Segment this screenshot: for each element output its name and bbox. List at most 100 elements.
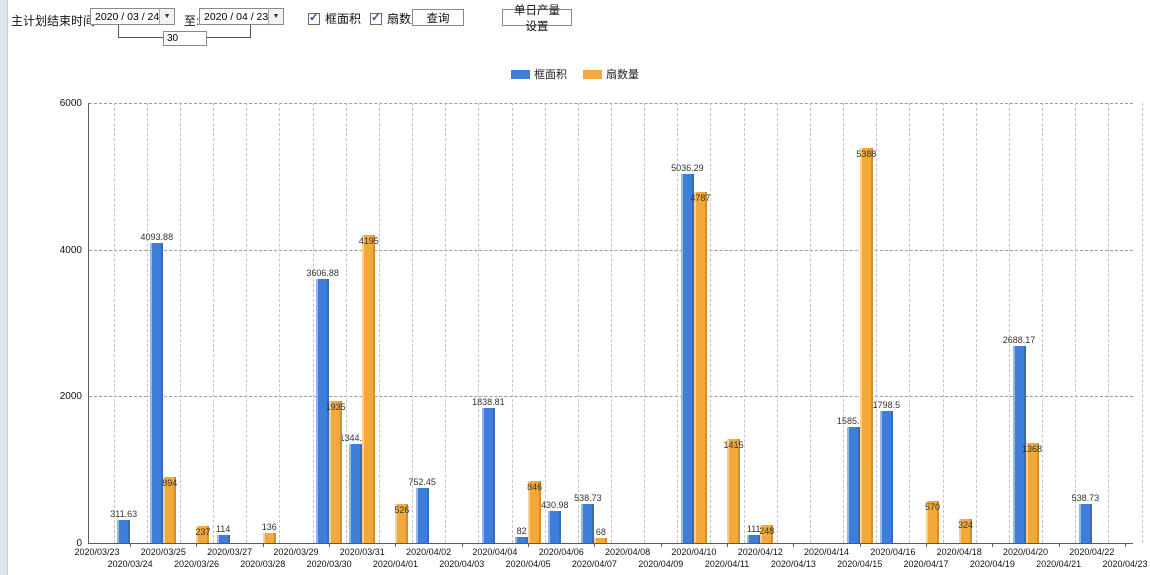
checkmark-icon: ✓ bbox=[371, 9, 382, 24]
bar-value-label: 1585.96 bbox=[836, 415, 870, 426]
bar-扇数量 bbox=[1025, 442, 1039, 543]
bar-value-label: 136 bbox=[261, 522, 277, 533]
grid-line-vertical bbox=[743, 103, 745, 543]
bar-扇数量 bbox=[727, 439, 741, 543]
bar-扇数量 bbox=[959, 519, 973, 543]
bar-value-label: 1798.5 bbox=[872, 400, 901, 411]
bar-value-label: 538.73 bbox=[574, 492, 602, 503]
bar-value-label: 111 bbox=[746, 523, 761, 534]
bar-value-label: 4195 bbox=[358, 236, 379, 247]
x-axis-tick-label: 2020/03/31 bbox=[339, 547, 385, 557]
bar-框面积 bbox=[481, 408, 495, 543]
bar-value-label: 1838.81 bbox=[472, 397, 505, 408]
grid-line-vertical bbox=[876, 103, 878, 543]
bar-value-label: 752.45 bbox=[408, 476, 436, 487]
x-axis-tick-label: 2020/04/21 bbox=[1036, 559, 1082, 569]
end-date-select[interactable]: 2020 / 04 / 23 ▼ bbox=[199, 8, 284, 25]
checkbox-box[interactable]: ✓ bbox=[308, 10, 320, 25]
x-axis-tick-label: 2020/04/12 bbox=[737, 547, 783, 557]
grid-line-vertical bbox=[644, 103, 646, 543]
x-axis-tick bbox=[594, 543, 596, 547]
bar-框面积 bbox=[548, 511, 562, 543]
bar-扇数量 bbox=[760, 524, 774, 543]
x-axis-tick bbox=[660, 543, 662, 547]
x-axis-tick-label: 2020/04/16 bbox=[870, 547, 916, 557]
chevron-down-icon[interactable]: ▼ bbox=[268, 9, 283, 24]
grid-line-vertical bbox=[710, 103, 712, 543]
bar-value-label: 430.98 bbox=[540, 500, 569, 511]
x-axis-tick-label: 2020/04/14 bbox=[804, 547, 850, 557]
grid-line-vertical bbox=[809, 103, 811, 543]
bar-value-label: 894 bbox=[162, 478, 178, 489]
end-date-value: 2020 / 04 / 23 bbox=[204, 10, 269, 23]
start-date-select[interactable]: 2020 / 03 / 24 ▼ bbox=[90, 8, 175, 25]
x-axis-tick-label: 2020/04/23 bbox=[1102, 559, 1148, 569]
x-axis-tick-label: 2020/04/09 bbox=[638, 559, 684, 569]
bar-value-label: 68 bbox=[595, 527, 606, 538]
x-axis-tick-label: 2020/04/04 bbox=[472, 547, 518, 557]
grid-line-vertical bbox=[113, 103, 115, 543]
checkbox-box[interactable]: ✓ bbox=[370, 9, 382, 25]
chart-legend: 框面积 扇数量 bbox=[0, 66, 1150, 82]
bar-value-label: 538.73 bbox=[1071, 492, 1100, 503]
bar-扇数量 bbox=[262, 533, 276, 543]
x-axis-tick-label: 2020/04/08 bbox=[605, 547, 651, 557]
x-axis-tick bbox=[461, 543, 463, 547]
grid-line-vertical bbox=[445, 103, 447, 543]
bar-value-label: 1344.95 bbox=[339, 433, 373, 444]
legend-item-fan-count: 扇数量 bbox=[583, 66, 639, 82]
bar-value-label: 1935 bbox=[325, 402, 346, 413]
bar-框面积 bbox=[515, 537, 529, 543]
x-axis-tick-label: 2020/03/29 bbox=[273, 547, 319, 557]
bar-value-label: 248 bbox=[759, 525, 775, 536]
bar-框面积 bbox=[846, 426, 860, 543]
bar-value-label: 1415 bbox=[723, 440, 744, 451]
grid-line-vertical bbox=[246, 103, 248, 543]
bar-扇数量 bbox=[395, 504, 409, 543]
bar-框面积 bbox=[747, 534, 761, 543]
x-axis-tick bbox=[395, 543, 397, 547]
y-axis-tick-label: 2000 bbox=[59, 391, 82, 403]
grid-line-vertical bbox=[412, 103, 414, 543]
grid-line-vertical bbox=[776, 103, 778, 543]
x-axis-tick-label: 2020/04/15 bbox=[837, 559, 883, 569]
bar-扇数量 bbox=[528, 480, 542, 543]
daily-output-settings-button[interactable]: 单日产量设置 bbox=[502, 5, 572, 33]
bar-框面积 bbox=[680, 173, 694, 543]
grid-line-vertical bbox=[843, 103, 845, 543]
grid-line-vertical bbox=[677, 103, 679, 543]
x-axis-tick-label: 2020/03/28 bbox=[240, 559, 286, 569]
x-axis-tick-label: 2020/04/19 bbox=[969, 559, 1015, 569]
x-axis-tick bbox=[528, 543, 530, 547]
bar-扇数量 bbox=[693, 191, 707, 543]
x-axis-tick bbox=[859, 543, 861, 547]
chevron-down-icon[interactable]: ▼ bbox=[159, 9, 174, 24]
grid-line-vertical bbox=[611, 103, 612, 543]
bar-框面积 bbox=[316, 278, 330, 543]
grid-line-vertical bbox=[279, 103, 281, 543]
frame-area-checkbox[interactable]: ✓ 框面积 bbox=[308, 10, 361, 27]
bar-value-label: 4787 bbox=[690, 192, 711, 203]
bar-value-label: 324 bbox=[958, 520, 974, 531]
x-axis-tick-label: 2020/04/18 bbox=[936, 547, 982, 557]
x-axis-tick-label: 2020/04/17 bbox=[903, 559, 949, 569]
x-axis-tick bbox=[1058, 543, 1060, 547]
x-axis-tick bbox=[262, 543, 264, 547]
to-label: 至: bbox=[184, 14, 200, 28]
bar-框面积 bbox=[415, 487, 429, 543]
grid-line-vertical bbox=[1141, 103, 1143, 543]
bar-value-label: 2688.17 bbox=[1002, 334, 1036, 345]
grid-line-vertical bbox=[1108, 103, 1110, 543]
bar-框面积 bbox=[1012, 345, 1026, 543]
bar-框面积 bbox=[150, 242, 164, 543]
grid-line-vertical bbox=[544, 103, 546, 543]
x-axis-tick-label: 2020/03/26 bbox=[173, 559, 219, 569]
query-button[interactable]: 查询 bbox=[412, 9, 464, 26]
days-range-input[interactable] bbox=[163, 31, 207, 46]
grid-line-vertical bbox=[378, 103, 380, 543]
bar-扇数量 bbox=[859, 147, 873, 543]
x-axis-tick-label: 2020/03/23 bbox=[74, 547, 120, 557]
x-axis-tick-label: 2020/04/10 bbox=[671, 547, 717, 557]
grid-line-vertical bbox=[213, 103, 215, 543]
y-axis-tick-label: 6000 bbox=[59, 98, 82, 109]
